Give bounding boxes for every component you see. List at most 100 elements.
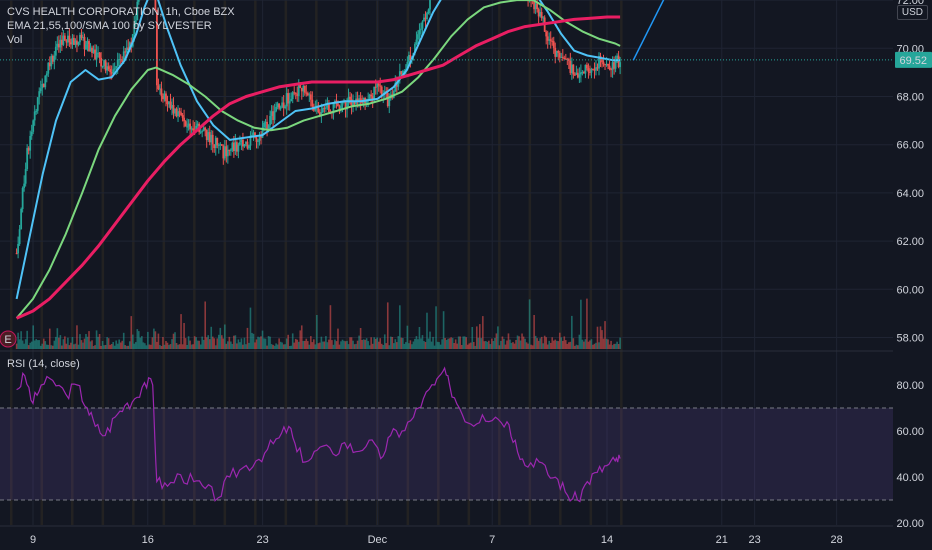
price-tick-label: 60.00	[896, 284, 924, 296]
candle-body	[539, 12, 542, 17]
volume-bar	[565, 340, 567, 349]
volume-bar	[534, 335, 537, 349]
volume-bar	[252, 333, 255, 349]
candle-body	[605, 64, 608, 65]
volume-bar	[510, 342, 513, 349]
volume-bar	[386, 302, 389, 349]
volume-bar	[214, 345, 217, 349]
volume-bar	[334, 339, 336, 349]
volume-bar	[199, 344, 202, 349]
candle-body	[587, 68, 590, 72]
candle-body	[162, 96, 164, 100]
volume-bar	[288, 346, 291, 349]
candle-body	[100, 57, 102, 67]
candle-body	[554, 47, 557, 57]
volume-bar	[221, 335, 223, 349]
candle-body	[17, 244, 20, 254]
candle-body	[377, 83, 380, 86]
candle-body	[275, 107, 278, 112]
candle-body	[273, 111, 276, 120]
volume-bar	[607, 339, 609, 349]
candle-body	[590, 68, 593, 73]
volume-bar	[186, 345, 188, 349]
volume-bar	[53, 340, 56, 349]
volume-bar	[463, 336, 466, 349]
volume-bar	[86, 336, 89, 349]
volume-bar	[270, 344, 273, 349]
volume-bar	[536, 338, 538, 349]
candle-body	[222, 145, 225, 159]
candle-body	[128, 42, 131, 51]
candle-body	[86, 41, 89, 44]
candle-body	[552, 41, 555, 48]
volume-bar	[558, 332, 561, 349]
session-band	[10, 0, 13, 525]
candle-body	[604, 64, 606, 66]
volume-bar	[314, 344, 317, 349]
volume-bar	[530, 344, 532, 349]
candle-body	[101, 66, 104, 68]
volume-bar	[189, 340, 191, 349]
volume-bar	[248, 342, 250, 349]
volume-bar	[429, 331, 431, 349]
volume-bar	[89, 341, 92, 349]
volume-bar	[542, 343, 544, 349]
candle-body	[248, 145, 250, 149]
volume-bar	[325, 336, 327, 349]
candle-body	[323, 108, 326, 110]
volume-bar	[27, 345, 30, 349]
volume-bar	[127, 345, 130, 349]
volume-bar	[448, 338, 451, 349]
volume-bar	[174, 332, 176, 349]
volume-bar	[545, 337, 547, 349]
volume-bar	[98, 334, 101, 349]
volume-bar	[365, 338, 368, 349]
volume-label: Vol	[7, 34, 23, 46]
candle-body	[601, 59, 603, 63]
volume-bar	[368, 345, 371, 349]
candle-body	[41, 84, 44, 89]
volume-bar	[175, 343, 178, 349]
candle-body	[45, 73, 48, 76]
volume-bar	[198, 340, 200, 349]
volume-bar	[154, 331, 157, 349]
time-tick-label: 28	[830, 534, 842, 546]
currency-button[interactable]: USD	[896, 5, 928, 20]
candle-body	[306, 93, 309, 96]
volume-bar	[177, 344, 179, 349]
candle-body	[317, 105, 320, 113]
volume-bar	[249, 307, 252, 349]
volume-bar	[163, 344, 166, 349]
candle-body	[116, 59, 119, 66]
volume-bar	[130, 316, 133, 349]
time-tick-label: 16	[142, 534, 154, 546]
volume-bars	[15, 298, 621, 349]
volume-bar	[583, 341, 585, 349]
candle-body	[260, 135, 262, 138]
indicator-label: EMA 21,55,100/SMA 100 by SYLVESTER	[7, 20, 212, 32]
candle-body	[567, 59, 570, 61]
volume-bar	[494, 338, 496, 349]
candle-body	[26, 148, 29, 169]
volume-bar	[21, 340, 24, 349]
volume-bar	[420, 338, 422, 349]
volume-bar	[267, 336, 270, 349]
volume-bar	[584, 339, 587, 349]
volume-bar	[350, 337, 353, 349]
candle-body	[125, 47, 128, 53]
candle-body	[347, 96, 350, 104]
candle-body	[302, 85, 305, 92]
volume-bar	[156, 341, 158, 349]
volume-bar	[39, 345, 42, 349]
volume-bar	[370, 337, 372, 349]
volume-bar	[254, 342, 256, 349]
volume-bar	[596, 326, 599, 349]
candle-body	[59, 39, 62, 48]
candle-body	[578, 74, 581, 78]
volume-bar	[73, 344, 75, 349]
volume-bar	[278, 338, 280, 349]
candle-body	[332, 102, 335, 114]
volume-bar	[460, 345, 463, 349]
candle-body	[426, 13, 428, 19]
